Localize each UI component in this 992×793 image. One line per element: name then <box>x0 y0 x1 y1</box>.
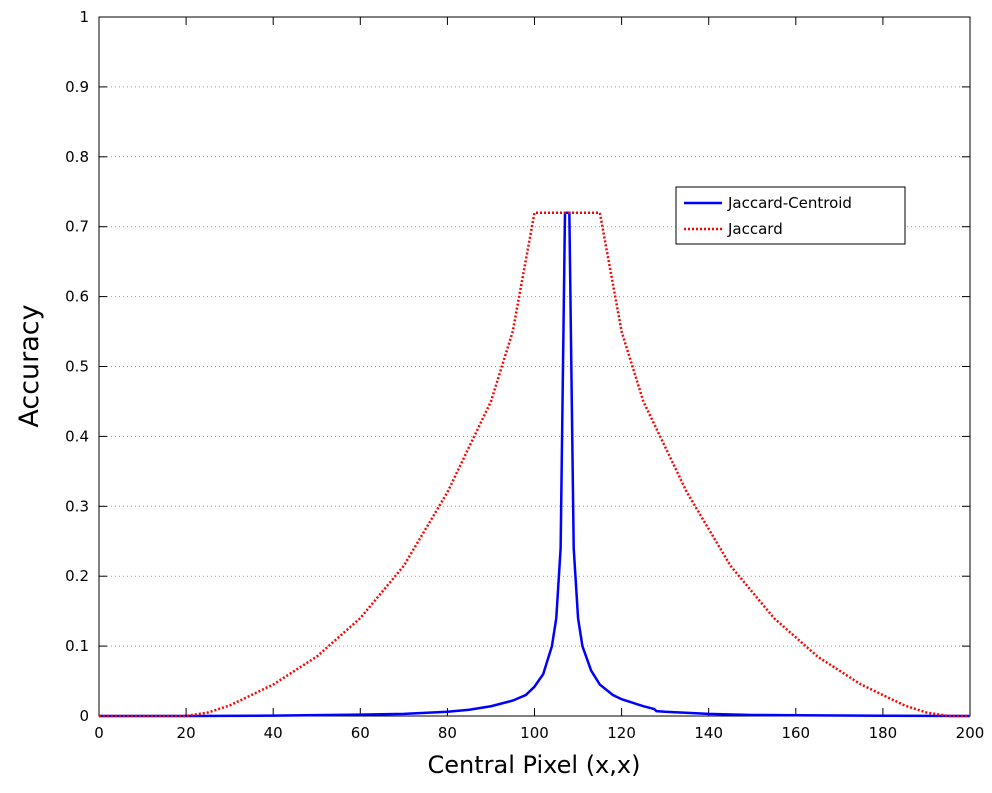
legend-label: Jaccard-Centroid <box>727 194 852 212</box>
legend: Jaccard-Centroid Jaccard <box>675 186 906 245</box>
x-tick-label: 80 <box>438 724 457 742</box>
x-tick-label: 200 <box>956 724 985 742</box>
y-tick-label: 0 <box>79 707 89 725</box>
y-tick-label: 0.9 <box>65 78 89 96</box>
x-tick-label: 100 <box>520 724 549 742</box>
plot-frame <box>98 16 971 717</box>
x-tick-label: 60 <box>351 724 370 742</box>
y-axis-label: Accuracy <box>14 304 45 427</box>
x-tick-label: 40 <box>264 724 283 742</box>
series-line <box>99 211 970 718</box>
x-tick-label: 140 <box>694 724 723 742</box>
y-tick-label: 0.2 <box>65 567 89 585</box>
x-axis-label: Central Pixel (x,x) <box>428 751 641 779</box>
y-tick-label: 0.1 <box>65 637 89 655</box>
legend-label: Jaccard <box>727 220 783 238</box>
x-tick-label: 180 <box>869 724 898 742</box>
y-tick-label: 0.6 <box>65 288 89 306</box>
y-tick-label: 1 <box>79 8 89 26</box>
y-tick-label: 0.5 <box>65 358 89 376</box>
x-tick-label: 160 <box>781 724 810 742</box>
legend-box <box>675 186 906 245</box>
y-tick-label: 0.4 <box>65 427 89 445</box>
x-tick-label: 120 <box>607 724 636 742</box>
y-tick-label: 0.3 <box>65 497 89 515</box>
y-tick-label: 0.7 <box>65 218 89 236</box>
x-tick-label: 20 <box>177 724 196 742</box>
series-line <box>99 211 971 718</box>
x-tick-label: 0 <box>94 724 104 742</box>
y-tick-label: 0.8 <box>65 148 89 166</box>
